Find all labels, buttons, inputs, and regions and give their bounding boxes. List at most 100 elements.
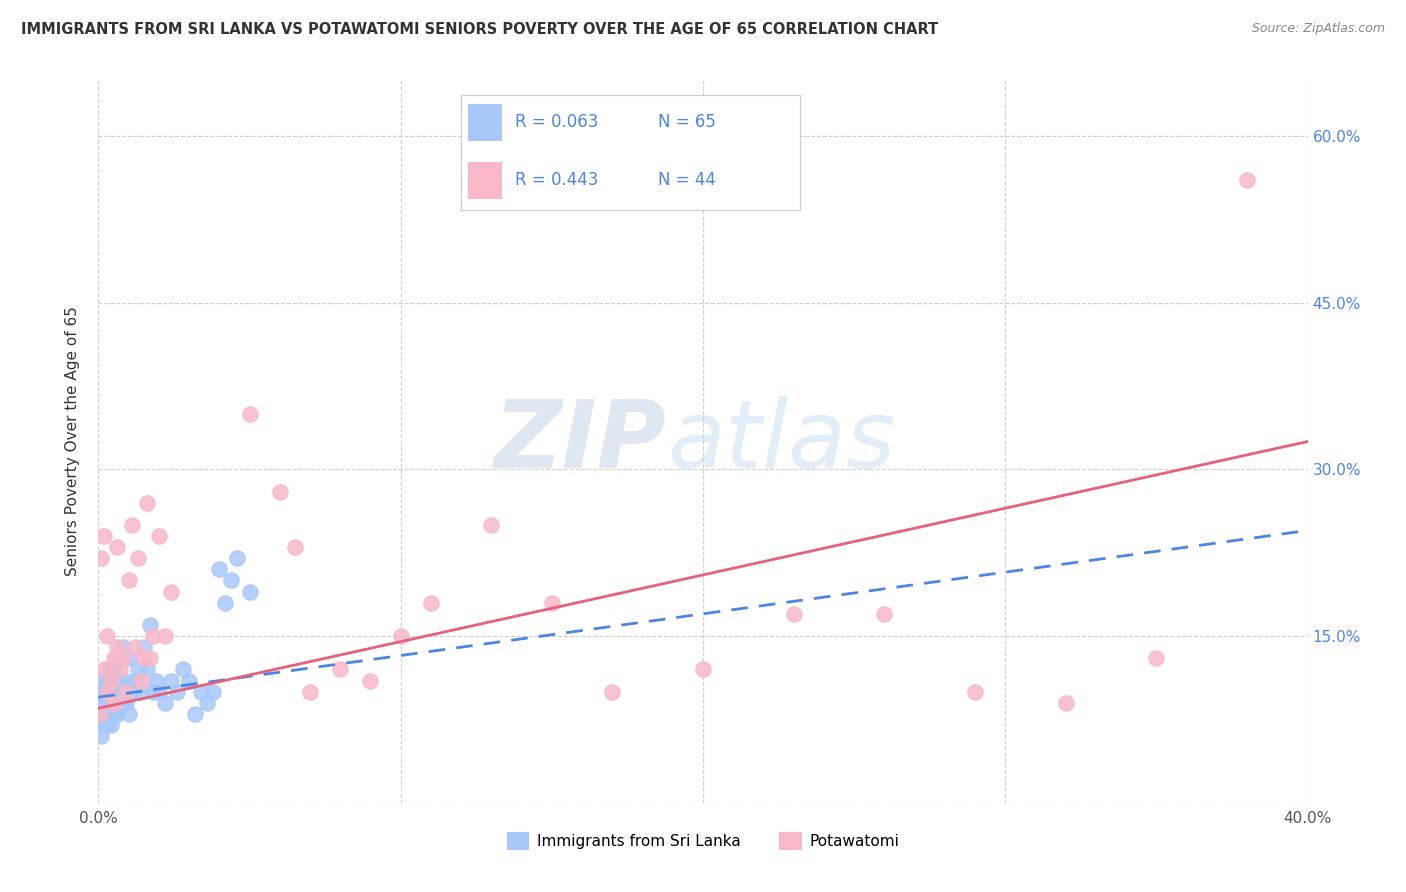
Point bbox=[91, 696, 114, 710]
Point bbox=[121, 684, 143, 698]
Point bbox=[96, 684, 118, 698]
Point bbox=[135, 662, 157, 676]
Point bbox=[127, 662, 149, 676]
Point bbox=[153, 696, 176, 710]
Point bbox=[105, 640, 128, 655]
Point bbox=[148, 684, 170, 698]
Point bbox=[100, 673, 122, 688]
Point bbox=[139, 651, 162, 665]
Point bbox=[329, 662, 352, 676]
Point bbox=[90, 551, 112, 566]
Point bbox=[91, 706, 114, 721]
Point bbox=[103, 706, 125, 721]
Text: Source: ZipAtlas.com: Source: ZipAtlas.com bbox=[1251, 22, 1385, 36]
Text: IMMIGRANTS FROM SRI LANKA VS POTAWATOMI SENIORS POVERTY OVER THE AGE OF 65 CORRE: IMMIGRANTS FROM SRI LANKA VS POTAWATOMI … bbox=[21, 22, 938, 37]
Point bbox=[142, 684, 165, 698]
Point bbox=[114, 696, 136, 710]
Legend: Immigrants from Sri Lanka, Potawatomi: Immigrants from Sri Lanka, Potawatomi bbox=[501, 826, 905, 856]
Point bbox=[160, 673, 183, 688]
Point bbox=[94, 684, 117, 698]
Text: atlas: atlas bbox=[666, 396, 896, 487]
Point bbox=[420, 596, 443, 610]
Point bbox=[103, 684, 125, 698]
Point bbox=[96, 696, 118, 710]
Point bbox=[692, 662, 714, 676]
Point bbox=[124, 673, 146, 688]
Point bbox=[103, 696, 125, 710]
Point bbox=[93, 706, 115, 721]
Point bbox=[783, 607, 806, 621]
Point bbox=[1144, 651, 1167, 665]
Point bbox=[190, 684, 212, 698]
Point bbox=[100, 684, 122, 698]
Point bbox=[873, 607, 896, 621]
Point bbox=[602, 684, 624, 698]
Point bbox=[100, 706, 122, 721]
Point bbox=[108, 662, 131, 676]
Point bbox=[360, 673, 382, 688]
Point bbox=[108, 673, 131, 688]
Point bbox=[160, 584, 183, 599]
Point bbox=[105, 651, 128, 665]
Point bbox=[139, 618, 162, 632]
Point bbox=[89, 706, 111, 721]
Point bbox=[299, 684, 322, 698]
Point bbox=[93, 696, 115, 710]
Point bbox=[94, 706, 117, 721]
Point bbox=[965, 684, 987, 698]
Point bbox=[145, 673, 167, 688]
Point bbox=[481, 517, 503, 532]
Point bbox=[96, 673, 118, 688]
Point bbox=[269, 484, 291, 499]
Point bbox=[135, 496, 157, 510]
Point bbox=[93, 718, 115, 732]
Point bbox=[103, 696, 125, 710]
Point bbox=[105, 696, 128, 710]
Point bbox=[202, 684, 225, 698]
Point bbox=[208, 562, 231, 576]
Point bbox=[389, 629, 412, 643]
Point bbox=[93, 684, 115, 698]
Y-axis label: Seniors Poverty Over the Age of 65: Seniors Poverty Over the Age of 65 bbox=[65, 307, 80, 576]
Point bbox=[121, 517, 143, 532]
Point bbox=[118, 706, 141, 721]
Point bbox=[172, 662, 194, 676]
Point bbox=[111, 684, 134, 698]
Point bbox=[1236, 173, 1258, 187]
Point bbox=[124, 640, 146, 655]
Point bbox=[239, 584, 262, 599]
Point bbox=[195, 696, 218, 710]
Point bbox=[132, 651, 155, 665]
Point bbox=[96, 629, 118, 643]
Point bbox=[100, 673, 122, 688]
Point bbox=[540, 596, 562, 610]
Point bbox=[103, 662, 125, 676]
Point bbox=[1054, 696, 1077, 710]
Point bbox=[105, 540, 128, 554]
Point bbox=[93, 529, 115, 543]
Point bbox=[105, 684, 128, 698]
Point bbox=[96, 718, 118, 732]
Point bbox=[100, 696, 122, 710]
Point bbox=[108, 696, 131, 710]
Point bbox=[91, 673, 114, 688]
Point bbox=[114, 673, 136, 688]
Point bbox=[226, 551, 249, 566]
Point bbox=[132, 640, 155, 655]
Point bbox=[129, 684, 152, 698]
Point bbox=[118, 651, 141, 665]
Point bbox=[166, 684, 188, 698]
Point bbox=[142, 629, 165, 643]
Point bbox=[100, 718, 122, 732]
Point bbox=[93, 662, 115, 676]
Point bbox=[103, 651, 125, 665]
Point bbox=[118, 574, 141, 588]
Point bbox=[148, 529, 170, 543]
Point bbox=[111, 640, 134, 655]
Point bbox=[89, 718, 111, 732]
Point bbox=[114, 684, 136, 698]
Point bbox=[221, 574, 243, 588]
Point bbox=[214, 596, 236, 610]
Point bbox=[179, 673, 201, 688]
Point bbox=[239, 407, 262, 421]
